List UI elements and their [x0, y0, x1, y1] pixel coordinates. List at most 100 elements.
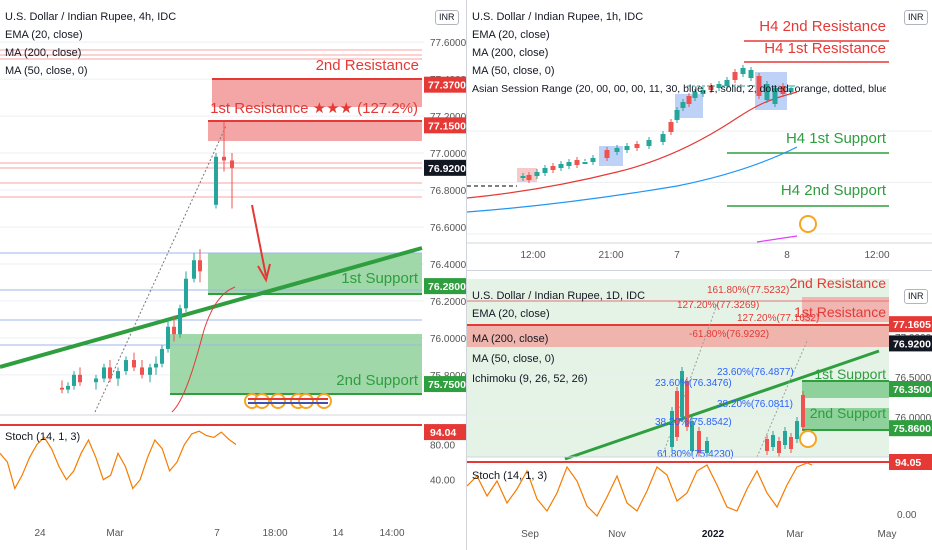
economic-event-icons[interactable] — [244, 393, 332, 409]
indicator-1h-3[interactable]: MA (50, close, 0) — [472, 65, 555, 77]
candle-body — [732, 72, 738, 80]
time-axis-4h[interactable]: 24 Mar 7 18:00 14 14:00 — [34, 528, 405, 539]
time-tick-label: Mar — [106, 528, 124, 539]
price-label-box — [889, 381, 932, 397]
price-label: 77.3700 — [428, 80, 466, 92]
d1-first-resistance-zone — [467, 325, 889, 347]
price-tick-label: 77.0000 — [430, 149, 466, 160]
time-axis-1h[interactable]: 12:00 21:00 7 8 12:00 — [520, 250, 889, 261]
candle-body — [674, 110, 680, 120]
currency-badge-1h[interactable]: INR — [904, 10, 928, 25]
candle-body — [526, 175, 532, 180]
candle-body — [102, 367, 106, 379]
ma200-line-1h — [756, 235, 798, 243]
indicator-1d-3[interactable]: MA (50, close, 0) — [472, 353, 555, 365]
candle-body — [705, 441, 709, 453]
economic-event-icon-1h[interactable] — [799, 215, 817, 233]
d1-label-first-support: 1st Support — [814, 366, 886, 382]
fib-level-label: 161.80%(77.5232) — [707, 285, 789, 296]
currency-badge-1d[interactable]: INR — [904, 289, 928, 304]
d1-trendline[interactable] — [564, 349, 880, 461]
indicator-1d-1[interactable]: EMA (20, close) — [472, 308, 550, 320]
stoch-tick-label: 0.00 — [897, 510, 917, 521]
fib-level-label: 61.80%(75.4230) — [657, 449, 734, 460]
stoch-label-1d[interactable]: Stoch (14, 1, 3) — [472, 470, 548, 482]
candle-body — [140, 367, 144, 375]
indicator-1d-4[interactable]: Ichimoku (9, 26, 52, 26) — [472, 373, 588, 385]
candle-body — [668, 122, 674, 132]
title-4h: U.S. Dollar / Indian Rupee, 4h, IDC — [5, 11, 177, 23]
candle-body — [124, 360, 128, 372]
label-first-support: 1st Support — [341, 270, 419, 287]
stoch-value-box — [889, 454, 932, 470]
price-tick-label: 76.0000 — [430, 334, 466, 345]
label-second-resistance: 2nd Resistance — [316, 57, 419, 74]
trendline[interactable] — [0, 246, 423, 369]
price-label: 76.9200 — [893, 338, 931, 350]
title-1h: U.S. Dollar / Indian Rupee, 1h, IDC — [472, 11, 644, 23]
indicator-1d-2[interactable]: MA (200, close) — [472, 333, 549, 345]
price-label: 76.9200 — [428, 163, 466, 175]
stoch-line-1d — [467, 462, 813, 518]
candle-body — [172, 326, 176, 335]
d1-label-second-resistance: 2nd Resistance — [789, 275, 886, 291]
projection-arrow-head — [257, 263, 271, 283]
candle-body — [660, 134, 666, 142]
fib-level-label: 127.20%(77.1632) — [737, 313, 819, 324]
candle-body — [675, 391, 679, 437]
time-tick-label: 2022 — [702, 529, 725, 540]
chart-4h[interactable]: 2nd Resistance 1st Resistance ★★★ (127.2… — [0, 0, 466, 550]
candle-body — [756, 76, 762, 96]
candle-body — [685, 381, 689, 427]
price-tick-label: 76.6000 — [430, 223, 466, 234]
candle-body — [765, 439, 769, 451]
price-tick-label: 76.5000 — [895, 373, 932, 384]
indicator-1h-1[interactable]: EMA (20, close) — [472, 29, 550, 41]
label-first-resistance: 1st Resistance ★★★ (127.2%) — [210, 100, 418, 117]
indicator-4h-1[interactable]: EMA (20, close) — [5, 29, 83, 41]
price-axis-4h[interactable]: 77.600077.400077.200077.000076.800076.60… — [424, 38, 466, 393]
candle-body — [160, 348, 164, 364]
time-tick-label: Mar — [786, 529, 804, 540]
candle-body — [680, 371, 684, 417]
price-tick-label: 76.0000 — [895, 413, 932, 424]
price-axis-1d[interactable]: 77.000076.500076.000077.160576.920076.35… — [889, 316, 932, 437]
candle-body — [801, 395, 805, 427]
second-resistance-zone — [212, 79, 422, 107]
candle-body — [60, 387, 64, 390]
candle-body — [230, 160, 234, 168]
time-axis-1d[interactable]: Sep Nov 2022 Mar May — [521, 529, 896, 540]
candle-body — [566, 162, 572, 166]
time-tick-label: 8 — [784, 250, 790, 261]
label-h4-second-support: H4 2nd Support — [781, 182, 887, 199]
stoch-axis-1d: 94.05 0.00 — [889, 454, 932, 521]
economic-event-icon-1d[interactable] — [799, 430, 817, 448]
first-resistance-zone — [208, 121, 422, 141]
candle-body — [184, 278, 188, 309]
indicator-4h-3[interactable]: MA (50, close, 0) — [5, 65, 88, 77]
price-tick-label: 77.6000 — [430, 38, 466, 49]
candle-body — [724, 80, 730, 86]
candle-body — [222, 156, 226, 161]
price-tick-label: 76.2000 — [430, 297, 466, 308]
stoch-label-4h[interactable]: Stoch (14, 1, 3) — [5, 431, 81, 443]
price-label-box — [889, 316, 932, 333]
candle-body — [178, 308, 182, 335]
second-support-zone — [170, 334, 422, 394]
indicator-1h-2[interactable]: MA (200, close) — [472, 47, 549, 59]
chart-1d[interactable]: 2nd Resistance 1st Resistance 1st Suppor… — [467, 271, 932, 550]
time-tick-label: 24 — [34, 528, 46, 539]
chart-1h[interactable]: H4 2nd Resistance H4 1st Resistance H4 1… — [467, 0, 932, 270]
indicator-4h-2[interactable]: MA (200, close) — [5, 47, 82, 59]
candle-body — [192, 260, 196, 279]
candle-body — [116, 371, 120, 379]
candle-body — [520, 176, 526, 178]
currency-badge-4h[interactable]: INR — [435, 10, 459, 25]
candles-1d — [670, 367, 805, 457]
indicator-1h-4[interactable]: Asian Session Range (20, 00, 00, 00, 11,… — [472, 83, 886, 95]
candle-body — [534, 172, 540, 176]
candle-body — [690, 421, 694, 451]
candle-body — [550, 166, 556, 170]
candle-body — [582, 162, 588, 164]
